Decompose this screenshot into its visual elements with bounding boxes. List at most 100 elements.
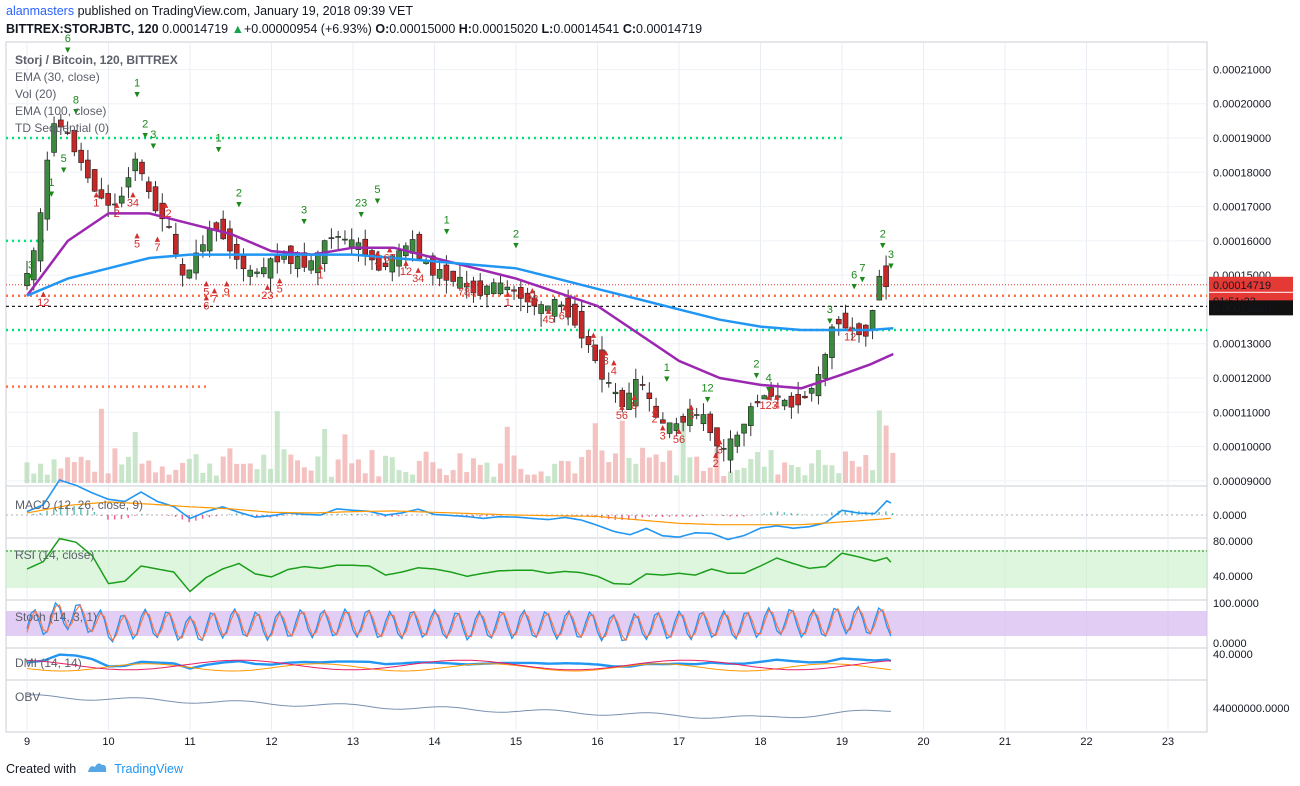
candle-up xyxy=(633,379,639,407)
td-label: 6 xyxy=(203,300,209,312)
volume-bar xyxy=(782,462,788,483)
x-tick-label: 10 xyxy=(102,736,114,748)
tradingview-logo-icon[interactable] xyxy=(86,760,108,777)
volume-bar xyxy=(558,460,564,483)
x-tick-label: 16 xyxy=(591,736,603,748)
open-label: O: xyxy=(375,22,390,36)
volume-bar xyxy=(200,472,206,483)
candle-down xyxy=(443,264,450,281)
td-up-arrow-icon: ▲ xyxy=(631,393,637,401)
volume-bar xyxy=(322,428,328,483)
indicator-axis-label: 44000000.0000 xyxy=(1213,703,1289,715)
macd-histogram-bar xyxy=(634,515,637,519)
td-up-arrow-icon: ▲ xyxy=(689,403,695,411)
td-down-arrow-icon: ▼ xyxy=(444,228,450,236)
candle-up xyxy=(24,273,30,287)
macd-histogram-bar xyxy=(276,515,278,517)
td-up-arrow-icon: ▲ xyxy=(155,235,161,243)
low-value: 0.00014541 xyxy=(553,22,620,36)
volume-bar xyxy=(815,449,821,483)
volume-bar xyxy=(721,475,727,483)
volume-bar xyxy=(802,475,808,483)
volume-bar xyxy=(125,456,131,483)
td-down-arrow-icon: ▼ xyxy=(49,190,55,198)
candle-down xyxy=(835,318,842,325)
price-tick-label: 0.00021000 xyxy=(1213,64,1271,76)
volume-bar xyxy=(883,425,889,483)
macd-histogram-bar xyxy=(391,515,393,517)
candle-down xyxy=(91,169,98,192)
td-label: 23 xyxy=(355,198,367,210)
candle-up xyxy=(876,275,883,301)
volume-bar xyxy=(301,467,307,483)
candle-up xyxy=(727,438,734,461)
macd-histogram-bar xyxy=(851,510,853,515)
td-label: 1 xyxy=(505,297,511,309)
macd-histogram-bar xyxy=(113,515,116,520)
author-link[interactable]: alanmasters xyxy=(6,4,75,18)
price-tick-label: 0.00011000 xyxy=(1213,407,1270,419)
volume-bar xyxy=(261,454,267,483)
rsi-band xyxy=(6,550,1207,588)
tradingview-link[interactable]: TradingView xyxy=(114,761,183,776)
macd-histogram-bar xyxy=(32,514,35,515)
legend-td-label: TD Sequential (0) xyxy=(15,121,109,135)
candle-up xyxy=(775,395,781,398)
candle-up xyxy=(260,267,267,275)
last-price-badge: 0.00014719 xyxy=(1213,280,1271,292)
volume-bar xyxy=(755,452,761,483)
volume-bar xyxy=(65,457,71,483)
candle-down xyxy=(565,297,571,318)
candle-down xyxy=(592,344,599,361)
candle-down xyxy=(707,413,714,434)
candle-down xyxy=(518,287,524,299)
volume-bar xyxy=(795,467,801,483)
td-down-arrow-icon: ▼ xyxy=(880,241,886,249)
volume-bar xyxy=(829,465,835,483)
volume-bar xyxy=(78,456,84,483)
td-up-arrow-icon: ▲ xyxy=(224,280,230,288)
candle-down xyxy=(470,280,477,294)
td-label: 6 xyxy=(851,270,857,282)
volume-bar xyxy=(633,463,639,483)
macd-histogram-bar xyxy=(201,515,204,519)
td-label: 4 xyxy=(774,400,780,412)
td-down-arrow-icon: ▼ xyxy=(236,200,242,208)
x-tick-label: 18 xyxy=(754,736,766,748)
td-up-arrow-icon: ▲ xyxy=(611,359,617,367)
td-up-arrow-icon: ▲ xyxy=(847,324,853,332)
candle-down xyxy=(599,349,605,380)
volume-bar xyxy=(470,458,476,483)
legend-title-label: Storj / Bitcoin, 120, BITTREX xyxy=(15,53,178,67)
candle-down xyxy=(159,202,166,220)
candle-up xyxy=(193,252,199,274)
price-tick-label: 0.00017000 xyxy=(1213,202,1271,214)
td-label: 9 xyxy=(224,287,230,299)
macd-histogram-bar xyxy=(93,511,96,515)
td-label: 789 xyxy=(458,287,476,299)
volume-bar xyxy=(315,456,321,483)
panes-rsi-label: RSI (14, close) xyxy=(15,548,94,562)
td-up-arrow-icon: ▲ xyxy=(546,307,552,315)
candle-down xyxy=(152,186,159,212)
volume-bar xyxy=(849,460,855,483)
volume-bar xyxy=(383,455,389,483)
candle-up xyxy=(389,255,396,273)
volume-bar xyxy=(741,467,747,483)
td-down-arrow-icon: ▼ xyxy=(852,283,858,291)
volume-bar xyxy=(44,474,50,483)
volume-bar xyxy=(51,459,57,483)
macd-histogram-bar xyxy=(86,509,89,515)
macd-histogram-bar xyxy=(675,515,677,517)
x-tick-label: 15 xyxy=(510,736,522,748)
volume-bar xyxy=(281,449,287,483)
dmi-plus-line xyxy=(26,659,891,671)
volume-bar xyxy=(585,449,591,483)
candle-down xyxy=(233,243,240,260)
candle-down xyxy=(71,129,78,153)
candle-down xyxy=(179,264,186,276)
macd-histogram-bar xyxy=(228,514,231,515)
macd-histogram-bar xyxy=(479,515,481,517)
volume-bar xyxy=(369,450,375,483)
